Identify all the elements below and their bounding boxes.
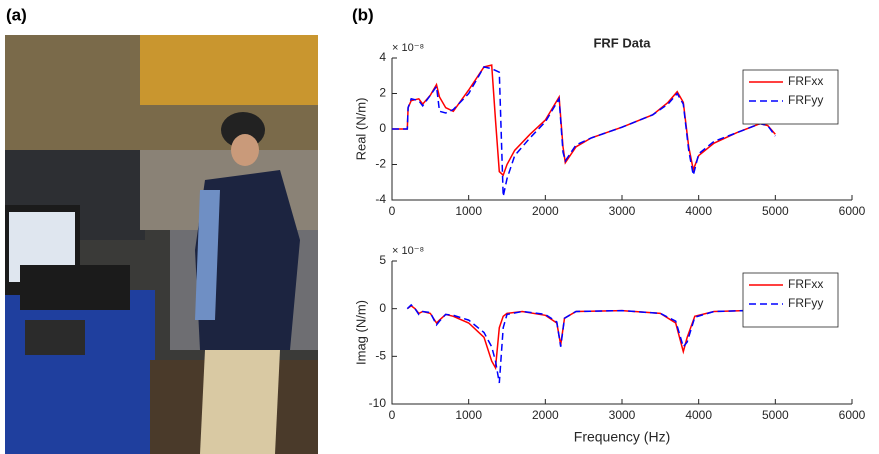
y-tick-label: -5	[375, 349, 386, 363]
data-line	[392, 66, 776, 197]
y-tick-label: -10	[369, 396, 387, 410]
panel-label: (a)	[6, 5, 27, 24]
x-tick-label: 5000	[762, 408, 789, 422]
y-tick-label: 0	[379, 121, 386, 135]
y-axis-label: Real (N/m)	[353, 98, 368, 161]
x-tick-label: 6000	[839, 204, 866, 218]
y-tick-label: -2	[375, 157, 386, 171]
x-tick-label: 3000	[609, 204, 636, 218]
x-tick-label: 2000	[532, 408, 559, 422]
x-tick-label: 2000	[532, 204, 559, 218]
y-tick-label: 4	[379, 50, 386, 64]
y-tick-label: 5	[379, 253, 386, 267]
y-axis-label: Imag (N/m)	[353, 300, 368, 365]
legend-label: FRFxx	[788, 277, 823, 291]
legend-label: FRFxx	[788, 74, 823, 88]
y-exponent: × 10⁻⁸	[392, 42, 424, 54]
y-exponent: × 10⁻⁸	[392, 245, 424, 257]
legend-label: FRFyy	[788, 296, 823, 310]
y-tick-label: 0	[379, 301, 386, 315]
x-tick-label: 0	[389, 408, 396, 422]
data-line	[406, 303, 776, 384]
x-tick-label: 5000	[762, 204, 789, 218]
x-tick-label: 4000	[685, 408, 712, 422]
axes	[391, 58, 852, 201]
x-tick-label: 1000	[455, 408, 482, 422]
x-tick-label: 3000	[609, 408, 636, 422]
axes	[391, 261, 852, 405]
x-tick-label: 4000	[685, 204, 712, 218]
legend	[742, 69, 839, 125]
y-tick-label: -4	[375, 192, 386, 206]
x-axis-label: Frequency (Hz)	[574, 429, 670, 445]
legend	[742, 272, 839, 328]
x-tick-label: 1000	[455, 204, 482, 218]
x-tick-label: 6000	[839, 408, 866, 422]
x-tick-label: 0	[389, 204, 396, 218]
photo	[5, 35, 318, 454]
panel-label: (b)	[352, 5, 374, 24]
chart-title: FRF Data	[593, 35, 651, 50]
y-tick-label: 2	[379, 86, 386, 100]
legend-label: FRFyy	[788, 93, 823, 107]
